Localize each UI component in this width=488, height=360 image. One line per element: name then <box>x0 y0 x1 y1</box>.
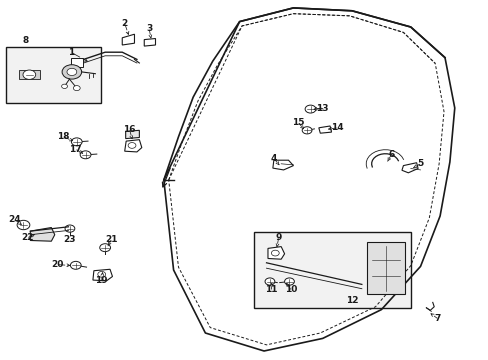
Bar <box>254 232 410 308</box>
Bar <box>71 58 83 67</box>
Text: 20: 20 <box>51 260 64 269</box>
Circle shape <box>23 70 36 79</box>
Text: 8: 8 <box>22 36 28 45</box>
Polygon shape <box>401 163 417 173</box>
Bar <box>366 242 404 294</box>
Bar <box>6 47 101 103</box>
Text: 21: 21 <box>105 235 118 244</box>
Polygon shape <box>267 247 284 259</box>
Polygon shape <box>124 140 142 152</box>
Circle shape <box>302 127 311 134</box>
Text: 24: 24 <box>8 215 21 224</box>
Circle shape <box>100 244 110 252</box>
Text: 16: 16 <box>123 125 136 134</box>
Text: 3: 3 <box>146 24 152 33</box>
Circle shape <box>71 138 82 146</box>
Circle shape <box>70 261 81 269</box>
Circle shape <box>284 278 294 285</box>
Circle shape <box>65 225 75 232</box>
Circle shape <box>17 220 30 230</box>
Text: 15: 15 <box>291 118 304 127</box>
Text: 5: 5 <box>417 159 423 168</box>
Polygon shape <box>125 130 139 139</box>
Circle shape <box>62 65 81 79</box>
Bar <box>19 71 40 79</box>
Text: 4: 4 <box>270 154 277 163</box>
Circle shape <box>67 68 77 76</box>
Polygon shape <box>93 269 112 281</box>
Polygon shape <box>318 126 331 133</box>
Text: 23: 23 <box>63 235 76 244</box>
Text: 13: 13 <box>316 104 328 112</box>
Text: 12: 12 <box>345 296 358 305</box>
Text: 10: 10 <box>284 285 297 294</box>
Text: 22: 22 <box>21 233 34 242</box>
Polygon shape <box>272 160 293 170</box>
Circle shape <box>98 271 105 277</box>
Text: 6: 6 <box>387 150 393 159</box>
Circle shape <box>264 278 274 285</box>
Text: 2: 2 <box>122 19 127 28</box>
Polygon shape <box>30 228 55 241</box>
Text: 9: 9 <box>275 233 282 242</box>
Circle shape <box>61 84 67 89</box>
Text: 18: 18 <box>57 132 70 141</box>
Polygon shape <box>144 39 155 46</box>
Circle shape <box>73 86 80 91</box>
Circle shape <box>80 151 91 159</box>
Text: 11: 11 <box>264 285 277 294</box>
Text: 17: 17 <box>69 145 82 154</box>
Polygon shape <box>122 34 134 45</box>
Text: 1: 1 <box>68 48 74 57</box>
Text: 7: 7 <box>433 314 440 323</box>
Circle shape <box>128 143 136 148</box>
Circle shape <box>305 105 315 113</box>
Text: 14: 14 <box>330 123 343 132</box>
Text: 19: 19 <box>95 276 108 285</box>
Circle shape <box>271 250 279 256</box>
